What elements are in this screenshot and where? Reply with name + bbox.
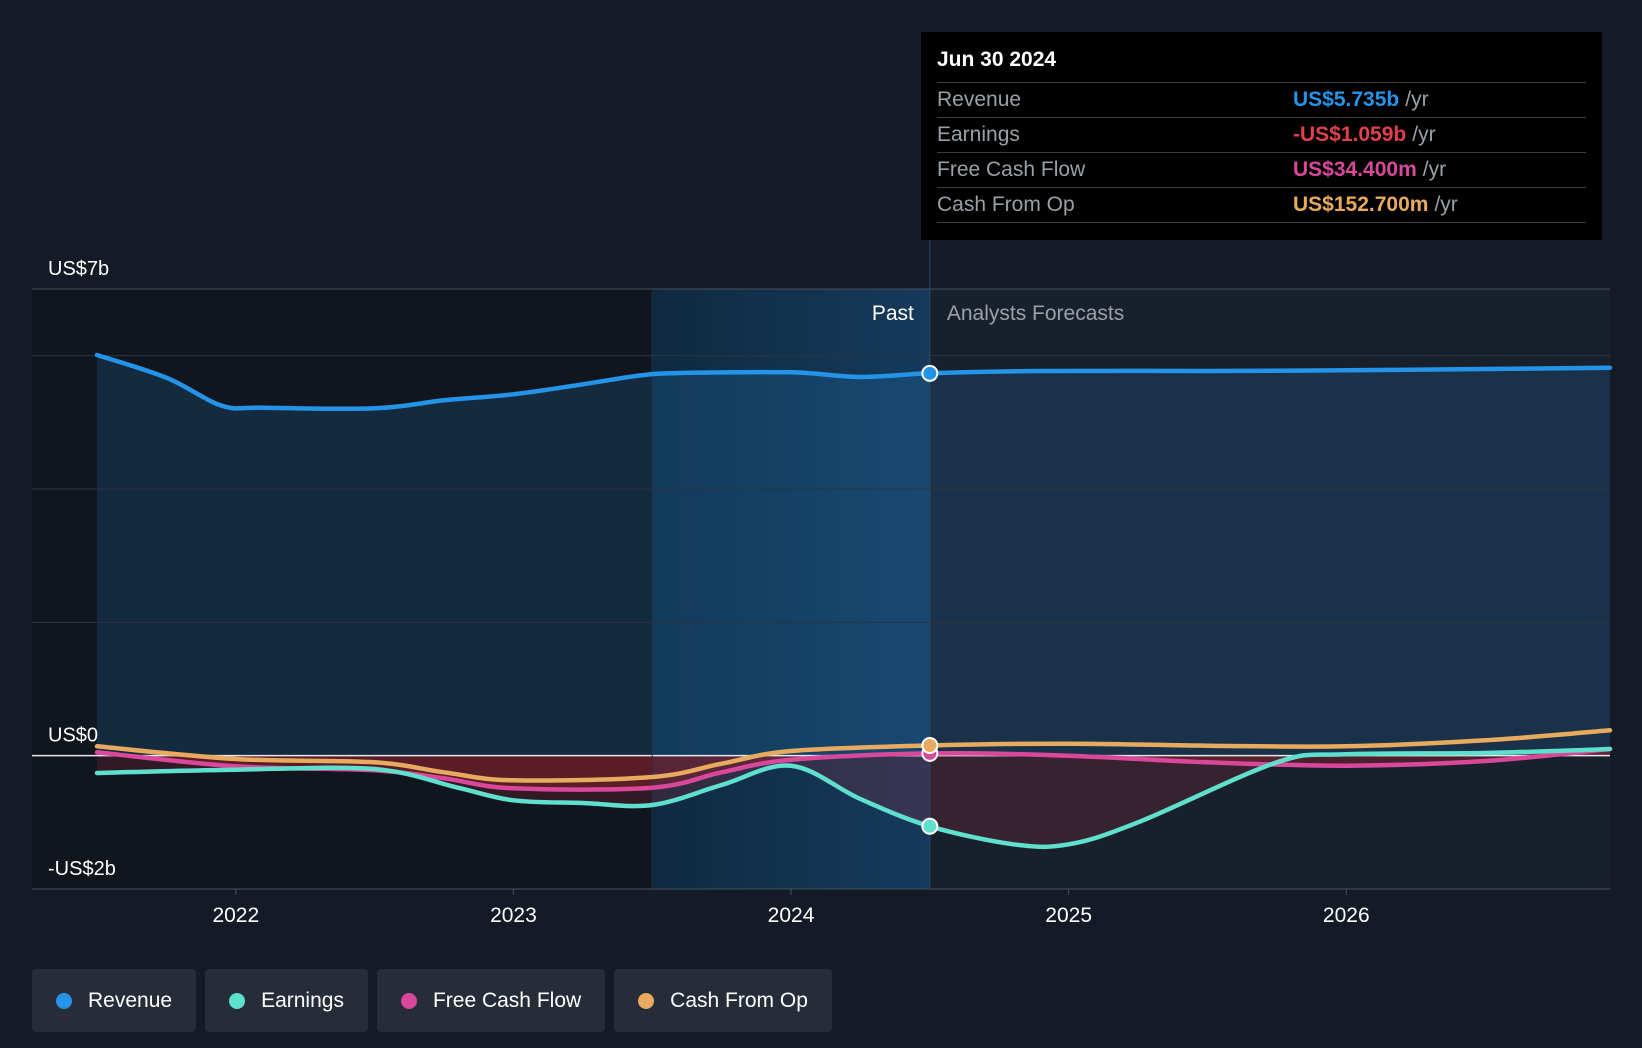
legend-item-revenue[interactable]: Revenue xyxy=(32,969,197,1032)
y-axis-label: US$7b xyxy=(48,258,109,280)
tooltip-unit: /yr xyxy=(1412,123,1436,146)
legend-label: Earnings xyxy=(261,988,344,1012)
legend-label: Revenue xyxy=(88,988,173,1012)
forecast-label: Analysts Forecasts xyxy=(947,302,1124,325)
tooltip-date: Jun 30 2024 xyxy=(937,46,1586,83)
legend: Revenue Earnings Free Cash Flow Cash Fro… xyxy=(32,969,832,1032)
x-tick-label: 2023 xyxy=(490,904,537,927)
past-label: Past xyxy=(872,302,914,325)
tooltip-row-earnings: Earnings -US$1.059b /yr xyxy=(937,118,1586,153)
legend-dot-icon xyxy=(229,992,246,1009)
legend-item-cash-from-op[interactable]: Cash From Op xyxy=(614,969,832,1032)
legend-dot-icon xyxy=(400,992,417,1009)
x-tick-label: 2026 xyxy=(1323,904,1370,927)
revenue-area xyxy=(97,355,1610,756)
cash-from-op-marker xyxy=(921,736,939,754)
x-tick-label: 2022 xyxy=(212,904,259,927)
past-highlight-region xyxy=(652,289,930,889)
tooltip-row-free-cash-flow: Free Cash Flow US$34.400m /yr xyxy=(937,153,1586,188)
tooltip-unit: /yr xyxy=(1434,193,1458,216)
legend-dot-icon xyxy=(56,992,72,1009)
earnings-line xyxy=(94,746,1613,850)
tooltip-value: US$5.735b xyxy=(1293,88,1400,111)
forecast-region xyxy=(929,289,1610,889)
tooltip-row-cash-from-op: Cash From Op US$152.700m /yr xyxy=(937,188,1586,223)
tooltip: Jun 30 2024 Revenue US$5.735b /yr Earnin… xyxy=(921,32,1602,240)
tooltip-unit: /yr xyxy=(1422,158,1447,181)
tooltip-label: Cash From Op xyxy=(937,193,1075,216)
tooltip-value: -US$1.059b xyxy=(1293,123,1407,146)
tooltip-unit: /yr xyxy=(1405,88,1429,111)
tooltip-value: US$34.400m xyxy=(1293,158,1417,181)
earnings-marker xyxy=(921,817,939,835)
legend-item-earnings[interactable]: Earnings xyxy=(205,969,368,1032)
earnings-area xyxy=(97,749,1610,847)
legend-label: Free Cash Flow xyxy=(432,988,582,1012)
revenue-marker xyxy=(921,364,939,382)
legend-label: Cash From Op xyxy=(670,988,808,1012)
tooltip-label: Earnings xyxy=(937,123,1020,146)
tooltip-row-revenue: Revenue US$5.735b /yr xyxy=(937,83,1586,118)
x-tick-label: 2025 xyxy=(1045,904,1092,927)
y-axis-label: US$0 xyxy=(48,725,98,747)
y-axis-label: -US$2b xyxy=(48,858,116,880)
legend-item-free-cash-flow[interactable]: Free Cash Flow xyxy=(376,969,606,1032)
x-tick-label: 2024 xyxy=(768,904,815,927)
cash-from-op-line xyxy=(94,728,1613,783)
legend-dot-icon xyxy=(638,992,655,1009)
tooltip-value: US$152.700m xyxy=(1293,193,1429,216)
tooltip-label: Revenue xyxy=(937,88,1022,111)
revenue-line xyxy=(94,352,1613,412)
tooltip-label: Free Cash Flow xyxy=(937,158,1086,181)
